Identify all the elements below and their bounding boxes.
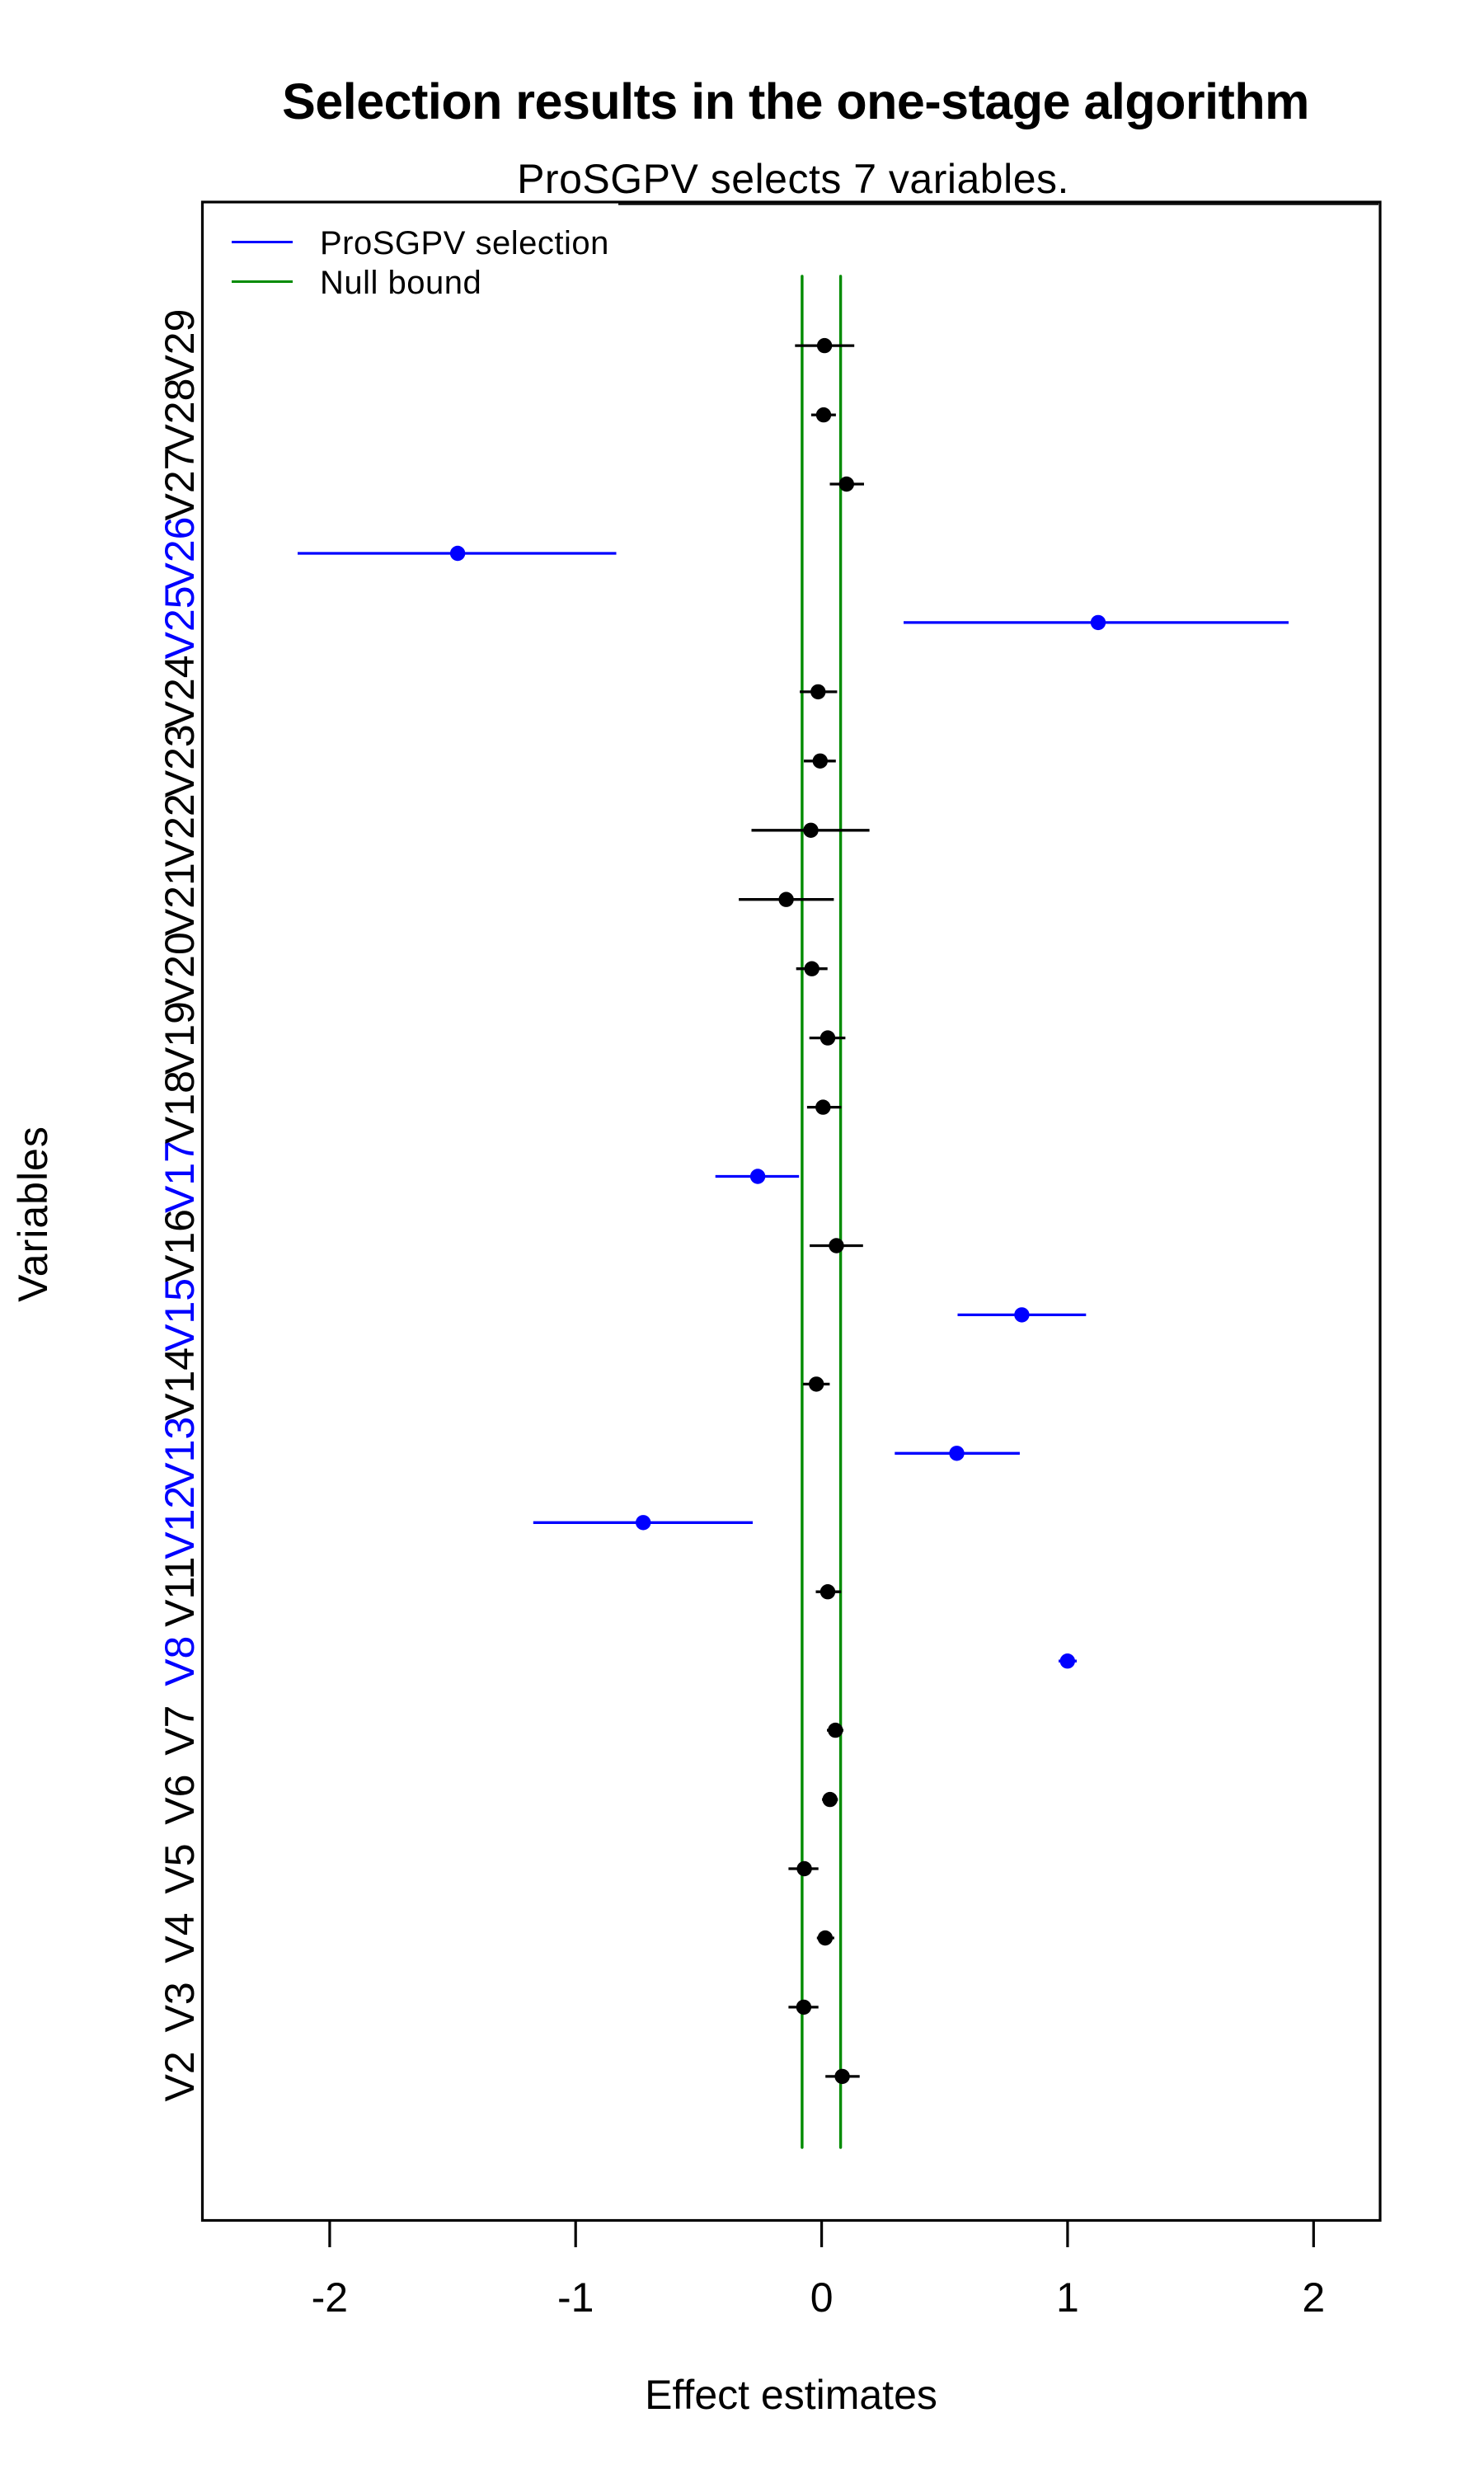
svg-text:V4: V4 <box>157 1912 203 1963</box>
svg-text:V11: V11 <box>157 1557 203 1627</box>
svg-text:V22: V22 <box>157 793 203 867</box>
svg-text:V12: V12 <box>157 1486 203 1559</box>
svg-text:V19: V19 <box>157 1001 203 1075</box>
svg-text:V24: V24 <box>157 655 203 728</box>
svg-text:V3: V3 <box>157 1982 203 2032</box>
svg-text:-1: -1 <box>557 2274 594 2321</box>
svg-text:Variables: Variables <box>10 1126 56 1302</box>
svg-text:1: 1 <box>1056 2274 1079 2321</box>
svg-text:V14: V14 <box>157 1348 203 1421</box>
svg-text:ProSGPV selection: ProSGPV selection <box>320 225 609 261</box>
svg-text:V26: V26 <box>157 517 203 590</box>
svg-text:V15: V15 <box>157 1278 203 1352</box>
svg-text:V23: V23 <box>157 724 203 797</box>
svg-text:V13: V13 <box>157 1417 203 1490</box>
svg-text:Selection results in the one-s: Selection results in the one-stage algor… <box>282 73 1309 129</box>
svg-text:V28: V28 <box>157 379 203 452</box>
svg-text:V21: V21 <box>157 863 203 936</box>
svg-text:V16: V16 <box>157 1209 203 1282</box>
svg-text:0: 0 <box>810 2274 834 2321</box>
svg-text:V18: V18 <box>157 1070 203 1144</box>
svg-text:V5: V5 <box>157 1843 203 1893</box>
svg-text:V7: V7 <box>157 1705 203 1756</box>
svg-text:2: 2 <box>1302 2274 1325 2321</box>
svg-text:V8: V8 <box>157 1636 203 1686</box>
svg-text:V27: V27 <box>157 448 203 521</box>
svg-text:V17: V17 <box>157 1140 203 1213</box>
svg-text:V20: V20 <box>157 932 203 1005</box>
svg-text:V6: V6 <box>157 1775 203 1825</box>
svg-text:ProSGPV selects 7 variables.: ProSGPV selects 7 variables. <box>517 156 1069 202</box>
svg-text:Null bound: Null bound <box>320 265 481 301</box>
svg-text:V2: V2 <box>157 2051 203 2101</box>
svg-text:V25: V25 <box>157 586 203 659</box>
svg-text:-2: -2 <box>312 2274 348 2321</box>
svg-text:V29: V29 <box>157 309 203 383</box>
svg-text:Effect estimates: Effect estimates <box>645 2372 937 2418</box>
